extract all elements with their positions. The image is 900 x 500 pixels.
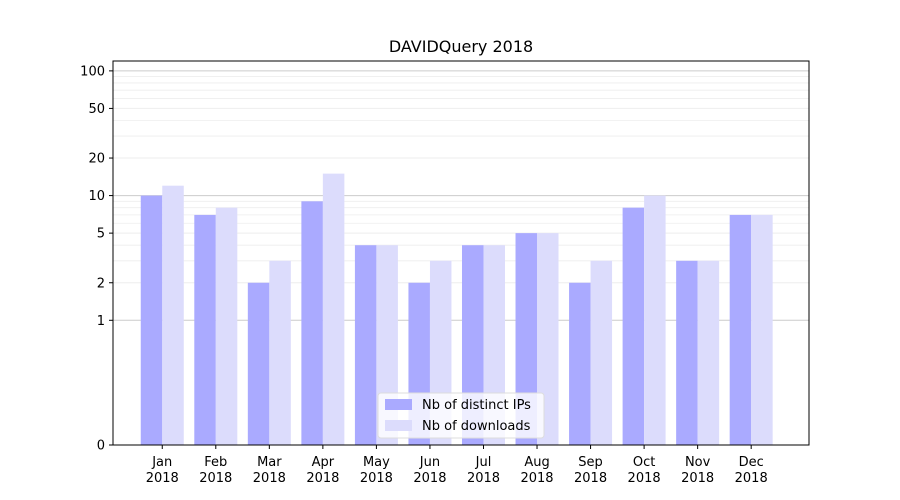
y-tick-label: 2	[97, 276, 105, 291]
x-tick-month: Dec	[739, 455, 764, 470]
x-tick-label: May 2018	[360, 455, 393, 486]
x-tick-label: Jun 2018	[413, 455, 446, 486]
x-tick-month: Mar	[257, 455, 282, 470]
bar-downloads	[269, 260, 291, 445]
x-tick-year: 2018	[467, 471, 500, 486]
x-tick-label: Nov 2018	[681, 455, 714, 486]
x-tick-year: 2018	[681, 471, 714, 486]
x-tick-label: Mar 2018	[253, 455, 286, 486]
bar-downloads	[751, 214, 773, 445]
legend-label: Nb of distinct IPs	[422, 398, 531, 413]
bar-downloads	[215, 207, 238, 445]
y-tick-label: 5	[97, 227, 105, 242]
x-tick-year: 2018	[628, 471, 661, 486]
bar-downloads	[590, 260, 613, 445]
x-tick-label: Jul 2018	[467, 455, 500, 486]
bar-ips	[140, 195, 163, 445]
bars	[140, 173, 773, 445]
x-tick-month: Sep	[578, 455, 603, 470]
bar-ips	[194, 214, 216, 445]
bar-ips	[247, 282, 270, 445]
x-tick-year: 2018	[735, 471, 768, 486]
x-tick-year: 2018	[360, 471, 393, 486]
x-tick-month: Nov	[685, 455, 711, 470]
x-tick-month: Feb	[204, 455, 227, 470]
y-tick-label: 20	[88, 152, 105, 167]
y-tick-label: 1	[97, 314, 105, 329]
bar-ips	[729, 214, 752, 445]
y-tick-label: 10	[88, 189, 105, 204]
bar-downloads	[537, 233, 559, 445]
bar-downloads	[322, 173, 345, 445]
legend-swatch	[385, 399, 412, 410]
bar-ips	[354, 245, 377, 445]
chart-title: DAVIDQuery 2018	[389, 37, 533, 56]
x-tick-label: Sep 2018	[574, 455, 607, 486]
x-tick-label: Apr 2018	[306, 455, 339, 486]
bar-downloads	[644, 195, 666, 445]
x-tick-month: May	[363, 455, 390, 470]
x-tick-month: Aug	[524, 455, 549, 470]
x-tick-label: Oct 2018	[628, 455, 661, 486]
x-tick-year: 2018	[253, 471, 286, 486]
x-tick-year: 2018	[520, 471, 553, 486]
x-tick-month: Jun	[419, 455, 440, 470]
x-tick-month: Apr	[312, 455, 335, 470]
legend-box	[377, 392, 545, 439]
x-tick-year: 2018	[199, 471, 232, 486]
plot-area-frame	[112, 60, 810, 446]
bar-ips	[515, 233, 538, 445]
x-tick-label: Feb 2018	[199, 455, 232, 486]
x-tick-year: 2018	[306, 471, 339, 486]
x-tick-label: Jan 2018	[146, 455, 179, 486]
x-tick-label: Dec 2018	[735, 455, 768, 486]
y-tick-label: 50	[88, 102, 105, 117]
legend-label: Nb of downloads	[422, 419, 531, 434]
bar-ips	[301, 201, 323, 445]
x-tick-month: Oct	[633, 455, 655, 470]
bar-downloads	[697, 260, 720, 445]
legend-swatch	[385, 420, 412, 431]
bar-ips	[569, 282, 591, 445]
bar-downloads	[162, 185, 184, 445]
x-tick-year: 2018	[413, 471, 446, 486]
x-tick-month: Jul	[475, 455, 492, 470]
legend: Nb of distinct IPs Nb of downloads	[377, 392, 545, 439]
bar-ips	[622, 207, 645, 445]
x-tick-year: 2018	[146, 471, 179, 486]
y-tick-label: 100	[80, 64, 105, 79]
x-tick-label: Aug 2018	[520, 455, 553, 486]
y-axis: 0 1 2 5 10 20 50 100	[80, 64, 113, 454]
x-tick-month: Jan	[151, 455, 172, 470]
y-tick-label: 0	[97, 439, 105, 454]
bar-ips	[676, 260, 698, 445]
x-tick-year: 2018	[574, 471, 607, 486]
